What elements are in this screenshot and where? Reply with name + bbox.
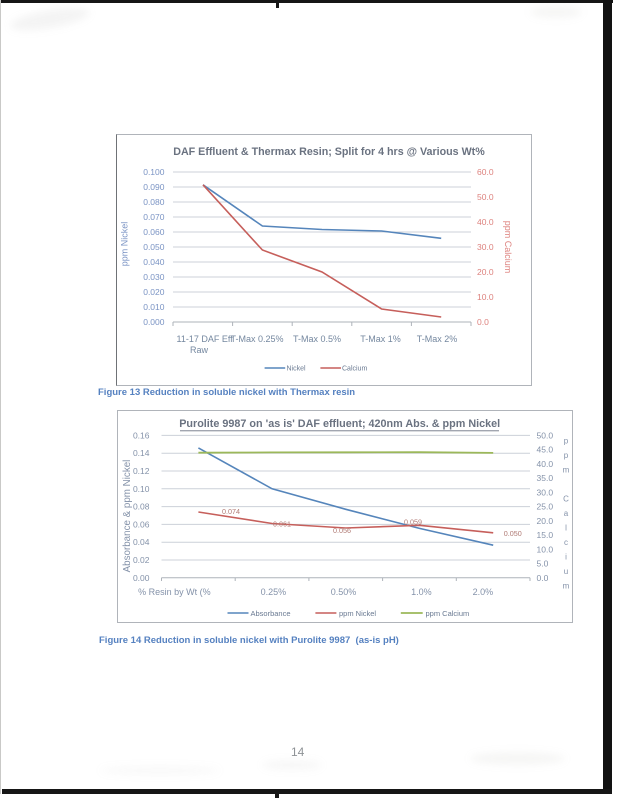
svg-text:0.050: 0.050 [504,529,522,538]
svg-text:0.060: 0.060 [143,227,165,237]
svg-text:25.0: 25.0 [537,502,554,512]
svg-text:Purolite 9987 on 'as is' DAF e: Purolite 9987 on 'as is' DAF effluent; 4… [179,418,500,430]
svg-text:35.0: 35.0 [537,473,554,483]
svg-text:0.14: 0.14 [133,448,150,458]
svg-text:0.08: 0.08 [133,502,150,512]
svg-text:0.06: 0.06 [133,519,150,529]
svg-text:0.061: 0.061 [273,520,291,529]
svg-text:0.010: 0.010 [143,302,165,312]
svg-text:p: p [564,437,569,446]
svg-text:l: l [565,524,567,533]
svg-text:30.0: 30.0 [477,242,494,252]
svg-text:1.0%: 1.0% [411,587,432,597]
svg-text:0.030: 0.030 [143,272,165,282]
svg-text:2.0%: 2.0% [473,587,494,597]
svg-text:0.0: 0.0 [477,317,489,327]
svg-text:Raw: Raw [190,345,209,355]
svg-text:5.0: 5.0 [537,559,549,569]
svg-text:p: p [564,451,569,460]
svg-text:0.10: 0.10 [133,484,150,494]
svg-text:0.25%: 0.25% [261,587,287,597]
svg-text:C: C [563,495,569,504]
svg-text:i: i [565,553,567,562]
svg-text:10.0: 10.0 [477,292,494,302]
svg-text:DAF Effluent & Thermax Resin;: DAF Effluent & Thermax Resin; Split for … [173,146,485,158]
svg-text:ppm Calcium: ppm Calcium [426,609,470,618]
svg-text:0.020: 0.020 [143,287,165,297]
svg-text:Calcium: Calcium [342,366,367,373]
svg-text:0.070: 0.070 [143,212,165,222]
svg-text:0.090: 0.090 [143,182,165,192]
svg-text:0.080: 0.080 [143,197,165,207]
svg-text:45.0: 45.0 [537,445,554,455]
svg-text:0.0: 0.0 [537,573,549,583]
svg-text:Absorbance & ppm Nickel: Absorbance & ppm Nickel [122,460,133,573]
svg-text:0.12: 0.12 [133,466,150,476]
svg-text:0.059: 0.059 [404,518,422,527]
svg-text:11-17 DAF Eff: 11-17 DAF Eff [176,334,233,344]
svg-text:ppm Nickel: ppm Nickel [120,222,130,267]
svg-text:0.16: 0.16 [133,430,150,440]
svg-text:T-Max 0.25%: T-Max 0.25% [230,334,283,344]
svg-text:m: m [563,466,570,475]
svg-text:T-Max 0.5%: T-Max 0.5% [293,334,341,344]
svg-text:40.0: 40.0 [537,459,554,469]
svg-text:50.0: 50.0 [537,430,554,440]
svg-text:ppm Nickel: ppm Nickel [339,609,376,618]
svg-text:0.00: 0.00 [133,573,150,583]
svg-text:40.0: 40.0 [477,217,494,227]
svg-text:0.02: 0.02 [133,555,150,565]
svg-text:0.040: 0.040 [143,257,165,267]
svg-text:60.0: 60.0 [477,167,494,177]
svg-text:0.04: 0.04 [133,537,150,547]
svg-text:Nickel: Nickel [287,366,307,373]
svg-text:0.050: 0.050 [143,242,165,252]
svg-text:T-Max 1%: T-Max 1% [360,334,401,344]
svg-text:50.0: 50.0 [477,192,494,202]
svg-text:ppm Calcium: ppm Calcium [503,221,513,274]
svg-text:T-Max 2%: T-Max 2% [417,334,458,344]
svg-text:0.100: 0.100 [143,167,165,177]
svg-text:m: m [563,582,570,591]
svg-text:15.0: 15.0 [537,530,554,540]
svg-text:0.056: 0.056 [333,526,351,535]
svg-text:% Resin by Wt (%: % Resin by Wt (% [138,587,211,597]
svg-text:20.0: 20.0 [537,516,554,526]
svg-text:10.0: 10.0 [537,544,554,554]
svg-text:u: u [564,567,568,576]
svg-text:a: a [564,509,569,518]
svg-text:0.000: 0.000 [143,317,165,327]
svg-text:20.0: 20.0 [477,267,494,277]
svg-text:0.074: 0.074 [222,507,240,516]
svg-text:0.50%: 0.50% [331,587,357,597]
svg-text:c: c [564,538,568,547]
svg-text:30.0: 30.0 [537,487,554,497]
svg-text:Absorbance: Absorbance [251,609,291,618]
